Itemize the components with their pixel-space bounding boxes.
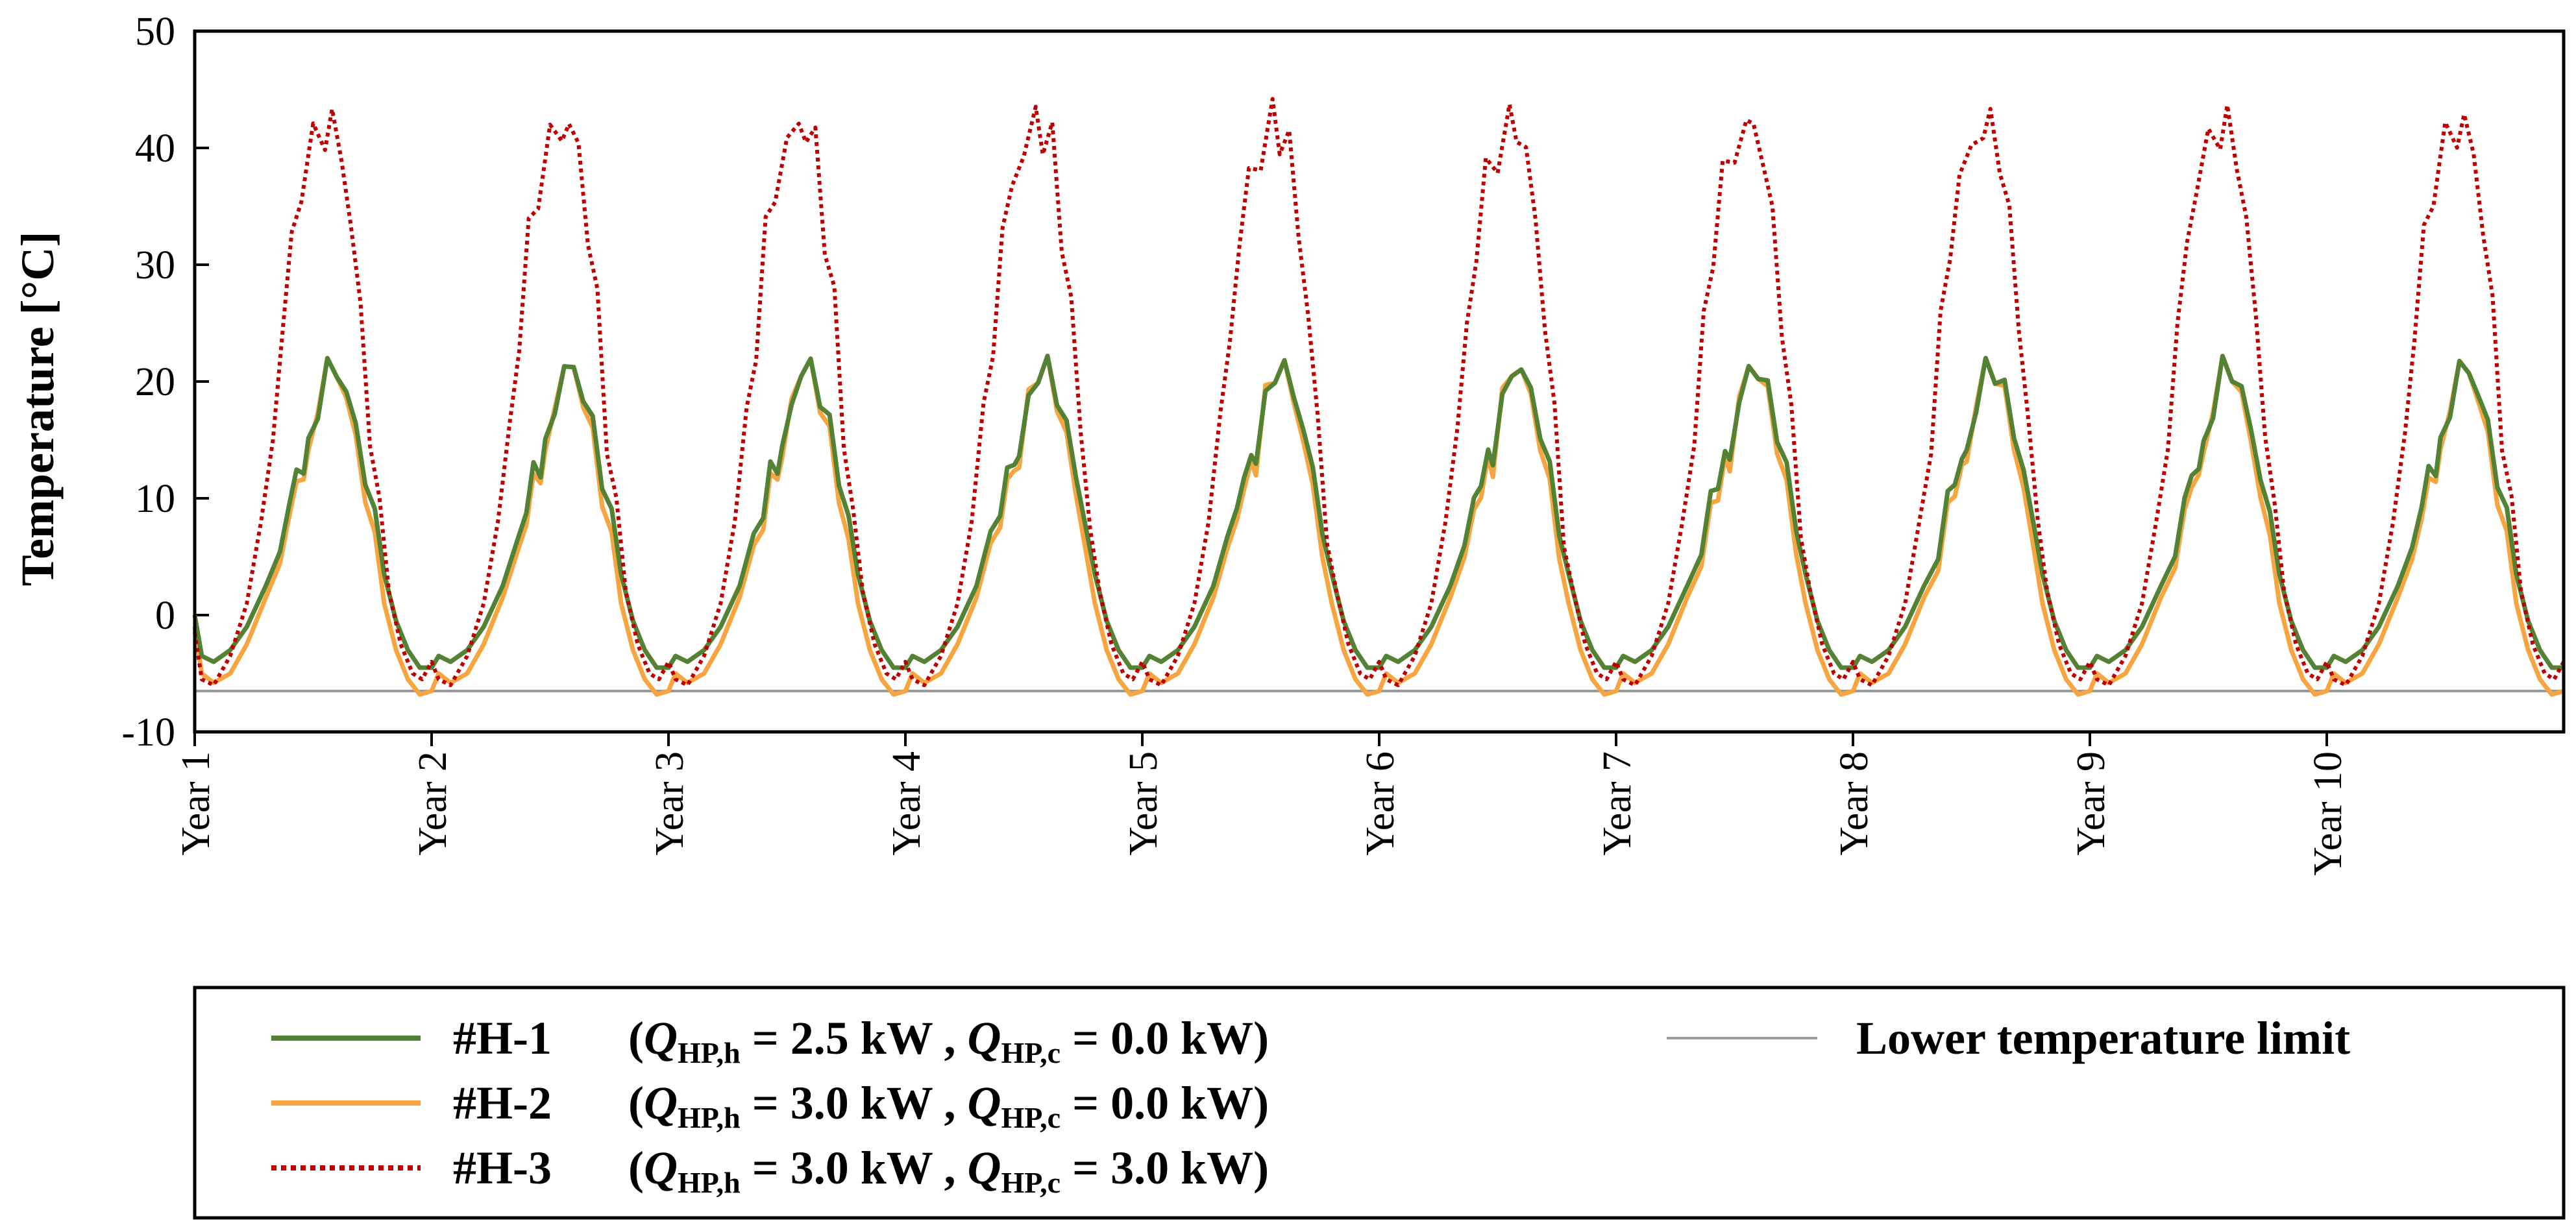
series-line-h3 <box>193 97 2566 687</box>
x-tick-label: Year 6 <box>1358 751 1403 856</box>
legend-params-h2: (QHP,h = 3.0 kW , QHP,c = 0.0 kW) <box>628 1077 1269 1134</box>
legend-name-h2: #H-2 <box>453 1077 552 1129</box>
x-tick-label: Year 4 <box>885 751 929 856</box>
y-axis-label: Temperature [°C] <box>12 232 64 587</box>
series-line-h2 <box>192 354 2564 697</box>
legend-params-h1: (QHP,h = 2.5 kW , QHP,c = 0.0 kW) <box>628 1012 1269 1069</box>
y-tick-label: 10 <box>135 477 175 521</box>
x-tick-label: Year 5 <box>1122 751 1166 856</box>
y-tick-label: -10 <box>121 710 175 755</box>
legend: #H-1 (QHP,h = 2.5 kW , QHP,c = 0.0 kW) #… <box>193 986 2566 1220</box>
x-tick-label: Year 9 <box>2069 751 2113 856</box>
legend-frame <box>193 986 2566 1220</box>
legend-name-lower-limit: Lower temperature limit <box>1856 1012 2350 1064</box>
y-tick-label: 0 <box>155 594 175 638</box>
y-tick-label: 20 <box>135 360 175 404</box>
series-line-h1 <box>192 354 2564 670</box>
y-axis-ticks: -10 0 10 20 30 40 50 <box>121 10 209 755</box>
x-axis-ticks: Year 1 Year 2 Year 3 Year 4 Year 5 Year 6 Year… <box>174 732 2350 876</box>
legend-name-h1: #H-1 <box>453 1012 552 1064</box>
x-tick-label: Year 10 <box>2306 751 2350 876</box>
y-tick-label: 50 <box>135 10 175 54</box>
x-tick-label: Year 1 <box>174 751 218 856</box>
x-tick-label: Year 7 <box>1595 751 1639 856</box>
legend-name-h3: #H-3 <box>453 1142 552 1194</box>
y-tick-label: 30 <box>135 243 175 287</box>
plot-frame <box>193 29 2566 734</box>
y-tick-label: 40 <box>135 127 175 171</box>
x-tick-label: Year 3 <box>648 751 692 856</box>
series-layer <box>192 97 2566 697</box>
x-tick-label: Year 2 <box>411 751 455 856</box>
x-tick-label: Year 8 <box>1832 751 1876 856</box>
